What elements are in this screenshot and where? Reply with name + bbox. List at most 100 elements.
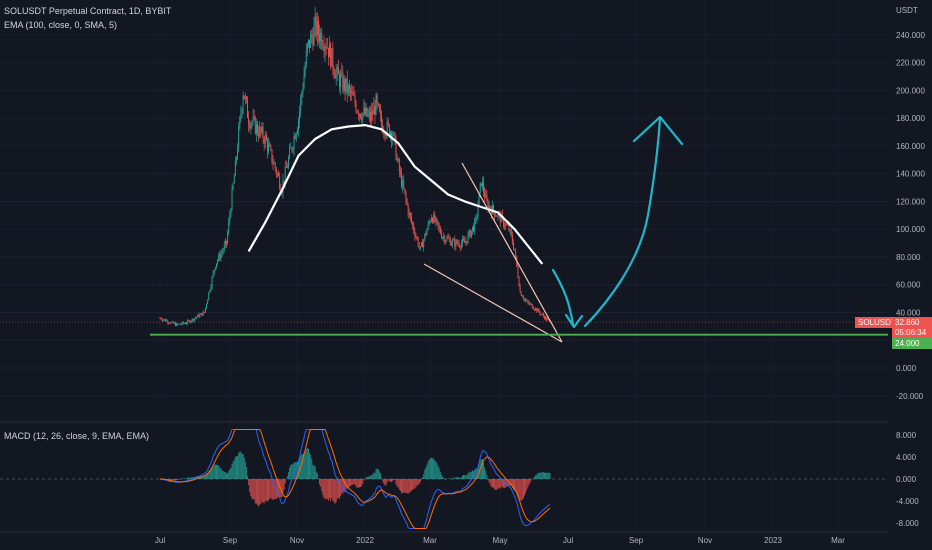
chart-title[interactable]: SOLUSDT Perpetual Contract, 1D, BYBIT bbox=[4, 6, 172, 16]
macd-histogram-bar bbox=[178, 479, 180, 480]
macd-histogram-bar bbox=[234, 456, 236, 479]
price-tick-label: 80.000 bbox=[896, 253, 921, 262]
candle-body bbox=[197, 314, 199, 318]
macd-histogram-bar bbox=[440, 474, 442, 479]
candle-body bbox=[539, 312, 541, 315]
candle-body bbox=[216, 263, 217, 268]
macd-histogram-bar bbox=[214, 464, 216, 479]
candle-body bbox=[353, 95, 355, 96]
candle-body bbox=[247, 99, 248, 118]
candle-body bbox=[291, 147, 293, 150]
macd-histogram-bar bbox=[244, 461, 246, 479]
candle-body bbox=[470, 230, 472, 237]
time-tick-label: Jul bbox=[563, 536, 573, 545]
macd-histogram-bar bbox=[332, 479, 334, 501]
candle-body bbox=[337, 67, 339, 75]
macd-histogram-bar bbox=[468, 471, 470, 479]
candle-body bbox=[376, 95, 378, 104]
candle-body bbox=[313, 26, 315, 46]
macd-histogram-bar bbox=[331, 479, 333, 499]
macd-histogram-bar bbox=[327, 479, 329, 501]
ema-legend[interactable]: EMA (100, close, 0, SMA, 5) bbox=[4, 20, 118, 30]
candle-body bbox=[198, 314, 200, 318]
macd-histogram-bar bbox=[212, 465, 214, 479]
candle-body bbox=[459, 246, 461, 248]
candle-body bbox=[380, 111, 381, 115]
macd-histogram-bar bbox=[542, 472, 544, 479]
candle-body bbox=[429, 221, 431, 223]
candle-body bbox=[446, 237, 448, 241]
candle-body bbox=[346, 78, 348, 93]
candle-body bbox=[455, 240, 457, 247]
candle-body bbox=[173, 323, 175, 324]
price-axis[interactable]: 240.000 220.000 200.000 180.000 160.000 140.0… bbox=[896, 31, 925, 401]
macd-histogram-bar bbox=[424, 469, 426, 479]
candle-body bbox=[206, 304, 207, 308]
candle-body bbox=[172, 321, 174, 324]
candle-body bbox=[270, 146, 272, 150]
macd-histogram-bar bbox=[490, 479, 492, 488]
candle-body bbox=[176, 323, 178, 326]
macd-histogram-bar bbox=[303, 452, 305, 479]
candle-body bbox=[530, 303, 532, 305]
macd-histogram-bar bbox=[245, 466, 247, 479]
macd-histogram-bar bbox=[401, 479, 402, 494]
candle-body bbox=[357, 111, 359, 116]
candle-body bbox=[511, 235, 513, 243]
macd-histogram-bar bbox=[216, 464, 217, 479]
macd-histogram-bar bbox=[463, 474, 465, 479]
candle-body bbox=[419, 246, 421, 248]
macd-histogram-bar bbox=[403, 479, 405, 493]
candle-body bbox=[449, 239, 451, 246]
macd-histogram-bar bbox=[191, 476, 193, 479]
macd-histogram-bar bbox=[547, 472, 549, 479]
macd-histogram-bar bbox=[296, 461, 298, 479]
macd-histogram-bar bbox=[498, 479, 500, 488]
candle-body bbox=[227, 233, 229, 244]
macd-histogram-bar bbox=[316, 473, 318, 479]
candle-body bbox=[488, 205, 490, 210]
last-price-tag: 32.860 bbox=[892, 317, 932, 328]
candle-body bbox=[504, 226, 506, 227]
candle-body bbox=[474, 219, 476, 232]
macd-histogram-bar bbox=[455, 477, 457, 479]
macd-histogram-bar bbox=[185, 478, 186, 479]
candle-body bbox=[193, 318, 195, 321]
macd-histogram-bar bbox=[425, 467, 427, 479]
candle-body bbox=[387, 121, 389, 125]
macd-histogram-bar bbox=[255, 479, 257, 504]
candle-body bbox=[233, 175, 235, 184]
macd-histogram-bar bbox=[197, 475, 199, 479]
macd-histogram-bar bbox=[210, 468, 212, 479]
candle-body bbox=[362, 113, 364, 121]
macd-histogram-bar bbox=[253, 479, 255, 500]
time-axis[interactable]: Jul Sep Nov 2022 Mar May Jul Sep Nov 2023 Mar bbox=[155, 536, 845, 545]
candle-body bbox=[236, 157, 237, 161]
candle-body bbox=[483, 181, 484, 192]
macd-histogram-bar bbox=[250, 479, 252, 497]
macd-histogram-bar bbox=[310, 454, 312, 479]
macd-axis[interactable]: 8.000 4.000 0.000 -4.000 -8.000 bbox=[896, 431, 919, 528]
macd-histogram-bar bbox=[237, 456, 239, 479]
candle-body bbox=[186, 323, 188, 325]
candle-body bbox=[303, 75, 305, 89]
macd-histogram-bar bbox=[188, 477, 190, 479]
candle-body bbox=[283, 180, 285, 183]
macd-histogram-bar bbox=[313, 465, 315, 479]
macd-histogram-bar bbox=[476, 468, 478, 479]
candle-body bbox=[418, 246, 420, 247]
candle-body bbox=[364, 107, 366, 115]
candle-body bbox=[258, 133, 260, 137]
candle-body bbox=[177, 323, 179, 325]
macd-histogram-bar bbox=[217, 465, 219, 479]
macd-histogram-bar bbox=[484, 467, 486, 479]
macd-histogram-bar bbox=[418, 479, 420, 484]
macd-legend[interactable]: MACD (12, 26, close, 9, EMA, EMA) bbox=[4, 431, 150, 441]
macd-histogram-bar bbox=[538, 472, 540, 479]
macd-histogram-bar bbox=[412, 479, 414, 490]
macd-histogram-bar bbox=[524, 479, 525, 496]
macd-histogram-bar bbox=[329, 479, 330, 499]
macd-histogram-bar bbox=[393, 479, 395, 480]
candle-body bbox=[279, 175, 281, 188]
